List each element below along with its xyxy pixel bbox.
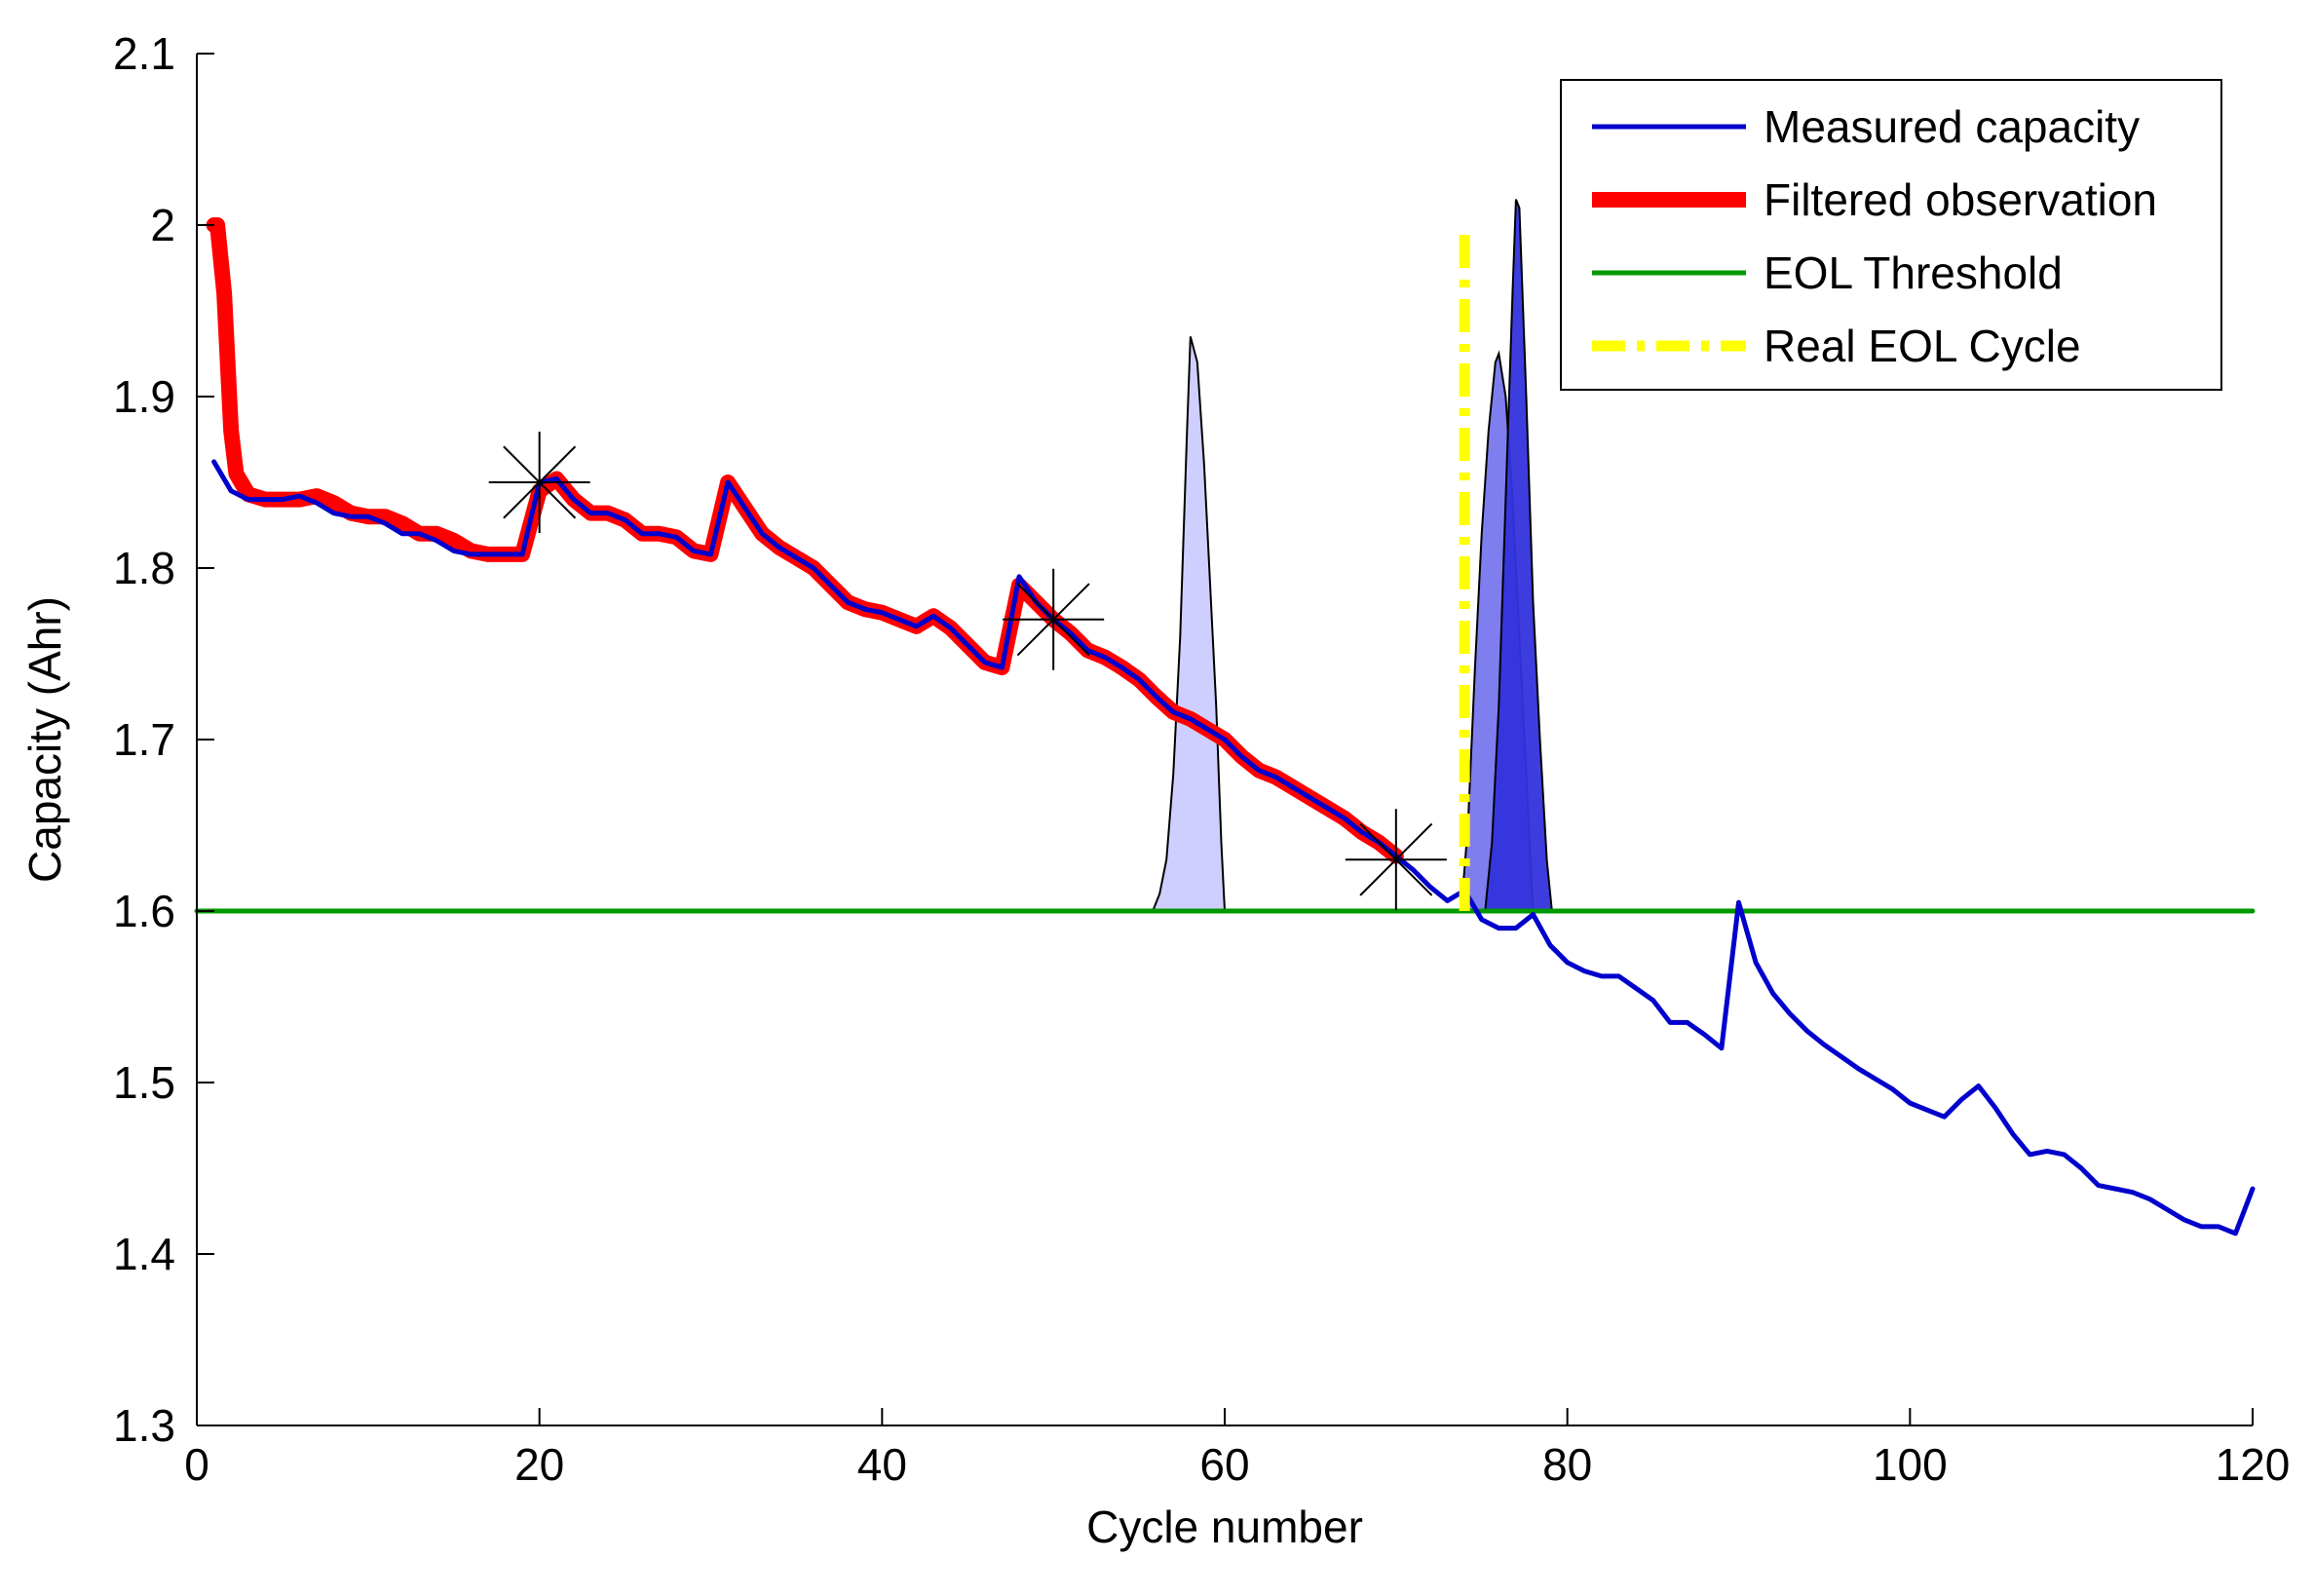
legend-label-0: Measured capacity — [1764, 101, 2140, 152]
prediction-point-20-marker — [488, 432, 590, 533]
x-tick-label-1: 20 — [514, 1439, 564, 1490]
legend-label-1: Filtered observation — [1764, 174, 2157, 225]
legend-label-3: Real EOL Cycle — [1764, 321, 2081, 371]
rul-distribution-2 — [1484, 199, 1553, 912]
x-tick-label-6: 120 — [2216, 1439, 2291, 1490]
prediction-point-70-stroke-3 — [1359, 822, 1433, 896]
y-tick-label-7: 2 — [150, 200, 175, 250]
y-tick-label-2: 1.5 — [113, 1057, 175, 1108]
prediction-point-50-marker — [1003, 568, 1105, 670]
x-tick-label-4: 80 — [1542, 1439, 1592, 1490]
marker-layer — [488, 432, 1447, 911]
y-tick-label-6: 1.9 — [113, 371, 175, 422]
x-tick-label-5: 100 — [1873, 1439, 1948, 1490]
x-tick-label-3: 60 — [1199, 1439, 1249, 1490]
x-tick-label-2: 40 — [857, 1439, 907, 1490]
y-tick-label-3: 1.6 — [113, 886, 175, 936]
y-tick-label-4: 1.7 — [113, 714, 175, 765]
y-tick-label-1: 1.4 — [113, 1229, 175, 1279]
y-tick-label-0: 1.3 — [113, 1400, 175, 1451]
prediction-point-20-stroke-3 — [503, 445, 577, 519]
y-axis-label: Capacity (Ahr) — [19, 596, 70, 883]
rul-distribution-0 — [1151, 336, 1227, 912]
distribution-layer — [1151, 199, 1553, 912]
tick-layer: 0 20 40 60 80 100 120 1.3 1.4 1.5 1.6 1.7 1.8 1.9 2 2.1 — [113, 28, 2290, 1490]
series-layer — [194, 217, 2256, 1236]
y-tick-label-8: 2.1 — [113, 28, 175, 79]
x-axis-label: Cycle number — [1086, 1501, 1363, 1552]
y-tick-label-5: 1.8 — [113, 543, 175, 593]
legend: Measured capacity Filtered observation EOL… — [1560, 79, 2222, 391]
legend-label-2: EOL Threshold — [1764, 247, 2063, 298]
x-tick-label-0: 0 — [184, 1439, 209, 1490]
series-measured-capacity — [211, 459, 2256, 1236]
prediction-point-50-stroke-3 — [1016, 583, 1090, 657]
prediction-point-70-marker — [1345, 809, 1447, 911]
legend-items: Measured capacity Filtered observation EOL… — [1592, 101, 2157, 371]
legend-box — [1560, 79, 2222, 391]
